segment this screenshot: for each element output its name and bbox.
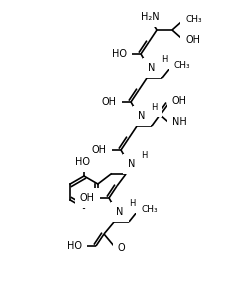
Text: OH: OH: [185, 35, 200, 45]
Text: OH: OH: [172, 96, 187, 106]
Text: O: O: [118, 243, 126, 253]
Text: N: N: [128, 159, 136, 169]
Text: OH: OH: [80, 193, 95, 203]
Text: OH: OH: [102, 97, 117, 107]
Text: OH: OH: [92, 145, 107, 155]
Text: HO: HO: [67, 241, 82, 251]
Text: CH₃: CH₃: [185, 15, 202, 24]
Text: H₂N: H₂N: [141, 12, 159, 22]
Text: N: N: [138, 111, 146, 121]
Text: H: H: [161, 55, 167, 64]
Text: H: H: [129, 199, 135, 209]
Text: H: H: [151, 103, 157, 113]
Text: CH₃: CH₃: [141, 204, 158, 213]
Text: HO: HO: [112, 49, 127, 59]
Text: N: N: [148, 63, 156, 73]
Text: NH: NH: [172, 117, 187, 127]
Text: CH₃: CH₃: [174, 60, 191, 69]
Text: HO: HO: [74, 157, 89, 167]
Text: N: N: [116, 207, 124, 217]
Text: H: H: [141, 151, 147, 161]
